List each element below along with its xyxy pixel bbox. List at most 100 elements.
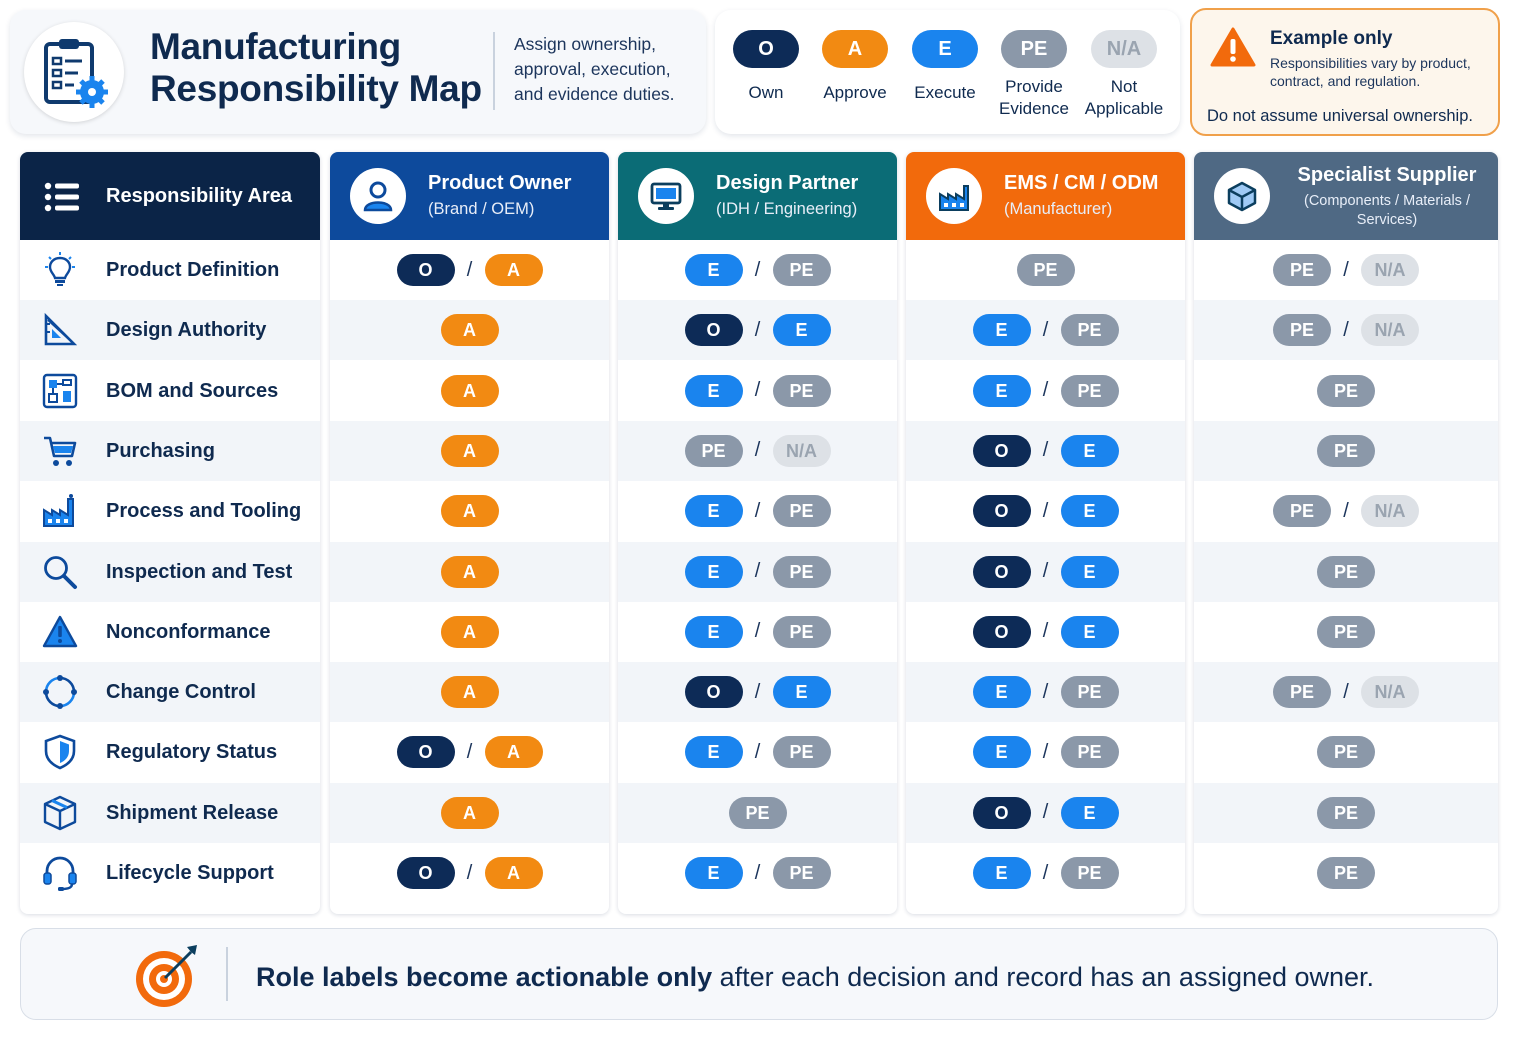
factory-icon <box>926 168 982 224</box>
legend-label-not-applicable: Not Applicable <box>1079 76 1169 120</box>
role-pill-own: O <box>972 434 1031 467</box>
role-pill-provide-evidence: PE <box>1273 254 1331 286</box>
slash-separator: / <box>466 258 473 281</box>
slash-separator: / <box>1042 499 1049 522</box>
role-pill-provide-evidence: PE <box>1273 495 1331 528</box>
lightbulb-icon <box>42 252 78 288</box>
design-partner-header: Design Partner (IDH / Engineering) <box>618 152 897 240</box>
area-row-purchasing: Purchasing <box>20 421 320 481</box>
slash-separator: / <box>1042 318 1049 341</box>
role-pill-execute: E <box>684 254 743 286</box>
area-label: Product Definition <box>106 259 280 281</box>
role-pill-own: O <box>396 736 455 769</box>
role-pill-provide-evidence: PE <box>1317 434 1375 467</box>
area-column-title: Responsibility Area <box>106 185 292 207</box>
role-cell-inspection-and-test-specialist-supplier: PE <box>1194 542 1498 602</box>
warning-icon <box>1210 27 1256 67</box>
title-divider <box>493 32 495 110</box>
design-partner-subtitle: (IDH / Engineering) <box>716 200 858 218</box>
slash-separator: / <box>1042 439 1049 462</box>
slash-separator: / <box>1042 861 1049 884</box>
description-line3: and evidence duties. <box>514 84 675 104</box>
area-row-nonconformance: Nonconformance <box>20 602 320 662</box>
area-row-product-definition: Product Definition <box>20 240 320 300</box>
magnifier-icon <box>42 554 78 590</box>
role-cell-purchasing-design-partner: PE / N/A <box>618 421 897 481</box>
cycle-icon <box>42 674 78 710</box>
row-stripe <box>20 300 320 361</box>
factory-icon <box>42 493 78 529</box>
row-stripe <box>20 662 320 723</box>
area-label: Change Control <box>106 681 256 704</box>
slash-separator: / <box>754 680 761 703</box>
area-label: BOM and Sources <box>106 379 279 402</box>
footer-message: Role labels become actionable only after… <box>256 962 1374 993</box>
ems-cm-odm-header: EMS / CM / ODM (Manufacturer) <box>906 152 1185 240</box>
row-stripe <box>618 541 897 602</box>
role-pill-not-applicable: N/A <box>1361 314 1419 347</box>
role-pill-own: O <box>684 314 743 347</box>
product-owner-header: Product Owner (Brand / OEM) <box>330 152 609 240</box>
row-stripe <box>618 420 897 481</box>
area-label: Design Authority <box>106 319 267 342</box>
slash-separator: / <box>1042 620 1049 643</box>
slash-separator: / <box>1042 801 1049 824</box>
role-cell-bom-and-sources-design-partner: E / PE <box>618 361 897 421</box>
role-pill-execute: E <box>684 495 743 528</box>
package-icon <box>42 795 78 831</box>
row-stripe <box>906 420 1185 481</box>
role-cell-shipment-release-ems-cm-odm: O / E <box>906 783 1185 843</box>
role-pill-provide-evidence: PE <box>1060 374 1119 407</box>
role-cell-inspection-and-test-product-owner: A <box>330 542 609 602</box>
area-row-lifecycle-support: Lifecycle Support <box>20 843 320 903</box>
area-row-change-control: Change Control <box>20 662 320 722</box>
product-owner-subtitle: (Brand / OEM) <box>428 200 535 218</box>
slash-separator: / <box>466 740 473 763</box>
example-description: Responsibilities vary by product, contra… <box>1270 55 1471 89</box>
role-pill-approve: A <box>484 736 543 769</box>
row-stripe <box>618 300 897 361</box>
role-pill-approve: A <box>440 615 499 648</box>
row-stripe <box>1194 662 1498 723</box>
footer-divider <box>226 947 228 1001</box>
warning-icon <box>42 614 78 650</box>
role-cell-nonconformance-design-partner: E / PE <box>618 602 897 662</box>
role-cell-change-control-product-owner: A <box>330 662 609 722</box>
role-pill-execute: E <box>972 857 1031 889</box>
legend-pill-execute: E <box>912 30 978 68</box>
role-pill-provide-evidence: PE <box>772 857 831 889</box>
description-line1: Assign ownership, <box>514 34 657 54</box>
role-cell-design-authority-product-owner: A <box>330 300 609 360</box>
legend-item-approve: A Approve <box>810 30 900 104</box>
slash-separator: / <box>754 379 761 402</box>
role-cell-regulatory-status-ems-cm-odm: E / PE <box>906 722 1185 782</box>
row-stripe <box>906 782 1185 843</box>
role-pill-own: O <box>684 676 743 709</box>
design-partner-column: Design Partner (IDH / Engineering) E / PE O… <box>618 152 897 914</box>
role-pill-approve: A <box>484 254 543 286</box>
role-pill-approve: A <box>440 434 499 467</box>
row-stripe <box>20 541 320 602</box>
role-pill-execute: E <box>972 374 1031 407</box>
role-pill-approve: A <box>440 314 499 347</box>
role-cell-design-authority-ems-cm-odm: E / PE <box>906 300 1185 360</box>
role-pill-not-applicable: N/A <box>772 434 831 467</box>
ems-cm-odm-title: EMS / CM / ODM <box>1004 172 1159 194</box>
role-pill-execute: E <box>684 736 743 769</box>
role-cell-regulatory-status-product-owner: O / A <box>330 722 609 782</box>
role-pill-provide-evidence: PE <box>772 495 831 528</box>
area-column-header: Responsibility Area <box>20 152 320 240</box>
slash-separator: / <box>1042 740 1049 763</box>
role-cell-shipment-release-product-owner: A <box>330 783 609 843</box>
role-cell-process-and-tooling-design-partner: E / PE <box>618 481 897 541</box>
legend-label-not: Not <box>1110 77 1138 96</box>
role-pill-provide-evidence: PE <box>1060 314 1119 347</box>
role-cell-process-and-tooling-product-owner: A <box>330 481 609 541</box>
role-pill-provide-evidence: PE <box>1317 374 1375 407</box>
slash-separator: / <box>754 258 761 281</box>
legend-pill-own: O <box>733 30 799 68</box>
role-pill-approve: A <box>440 374 499 407</box>
legend-pill-provide-evidence: PE <box>1001 30 1067 68</box>
legend-label-provide-evidence: Provide Evidence <box>989 76 1079 120</box>
legend: O Own A Approve E Execute PE Provide Evi… <box>715 10 1180 134</box>
